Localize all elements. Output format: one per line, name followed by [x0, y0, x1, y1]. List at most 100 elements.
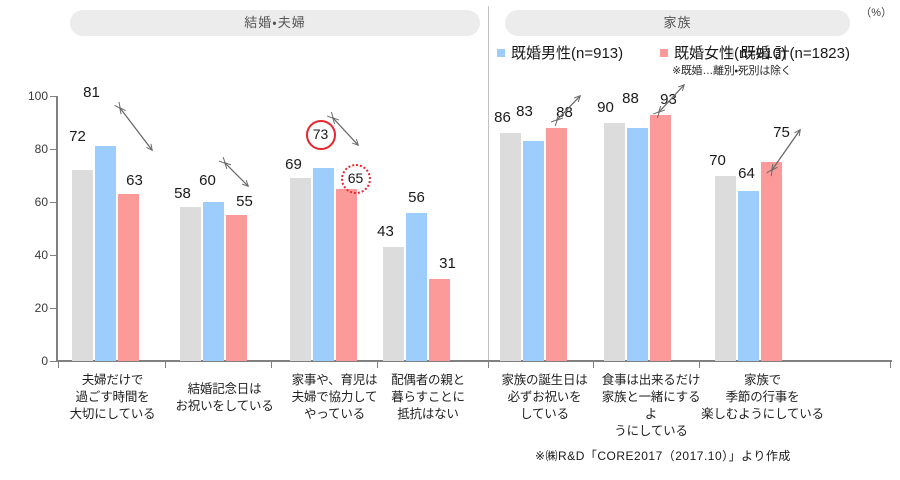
- value-label: 88: [622, 89, 639, 107]
- y-axis-tick-label: 100: [27, 89, 48, 103]
- bar-total: [715, 175, 736, 361]
- legend-label-male: 既婚男性(n=913): [511, 45, 624, 62]
- x-axis-tick: [890, 362, 891, 368]
- category-label: 夫婦だけで過ごす時間を 大切にしている: [60, 372, 165, 423]
- legend-item-female: 既婚女性(n=910): [660, 42, 786, 63]
- y-axis-tick-label: 20: [34, 301, 48, 315]
- value-label: 86: [494, 109, 511, 127]
- legend-item-total: 既婚 計(n=1823): [726, 42, 850, 63]
- category-label-line: 大切にしている: [69, 407, 156, 421]
- bar-total: [500, 133, 521, 361]
- bar-male: [627, 127, 648, 361]
- legend-item-male: 既婚男性(n=913): [497, 42, 623, 63]
- category-label: 家族の誕生日は 必ずお祝いを している: [492, 372, 597, 423]
- value-label: 64: [738, 165, 755, 183]
- bar-female: [118, 194, 139, 361]
- category-label-line: 夫婦だけで: [81, 373, 144, 387]
- bar-male: [738, 191, 759, 361]
- category-label-line: 楽しむようにしている: [701, 407, 824, 421]
- bar-female: [546, 127, 567, 361]
- unit-label: （%）: [860, 7, 892, 19]
- bars-layer: [72, 114, 782, 361]
- bar-total: [180, 207, 201, 361]
- category-label: 家事や、育児は 夫婦で協力して やっている: [282, 372, 387, 423]
- bar-female: [650, 114, 671, 361]
- category-label-line: 配偶者の親と: [391, 373, 465, 387]
- value-label: 43: [377, 223, 394, 241]
- category-label-line: やっている: [304, 407, 365, 421]
- legend-label-total: 既婚 計(n=1823): [740, 45, 850, 62]
- bar-female: [226, 215, 247, 361]
- category-label-line: お祝いをしている: [175, 399, 274, 413]
- value-label: 81: [83, 84, 100, 102]
- value-label: 72: [69, 128, 86, 146]
- value-label: 75: [773, 124, 790, 142]
- legend-swatch-female: [660, 49, 668, 57]
- category-label-line: 必ずお祝いを: [507, 390, 582, 404]
- value-label: 60: [199, 172, 216, 189]
- bar-total: [604, 122, 625, 361]
- category-label-line: 季節の行事を: [725, 390, 800, 404]
- y-axis-tick: [50, 149, 56, 150]
- value-label: 56: [408, 188, 425, 206]
- category-label-line: 過ごす時間を: [75, 390, 150, 404]
- value-label: 63: [126, 172, 143, 190]
- category-label-line: 夫婦で協力して: [291, 390, 378, 404]
- value-label: 93: [660, 90, 677, 108]
- x-axis-tick: [58, 362, 59, 368]
- value-label: 90: [597, 98, 614, 116]
- y-axis-tick-label: 0: [41, 354, 48, 368]
- x-axis-tick: [271, 362, 272, 368]
- bar-male: [406, 212, 427, 361]
- bar-total: [72, 170, 93, 361]
- bar-male: [95, 146, 116, 361]
- legend-label-female: 既婚女性(n=910): [674, 45, 787, 62]
- x-axis-tick: [488, 362, 489, 368]
- category-label-line: している: [520, 407, 569, 421]
- value-label: 58: [174, 185, 191, 203]
- category-label-line: 結婚記念日は: [187, 382, 262, 396]
- panel-divider: [488, 6, 489, 362]
- bar-total: [290, 178, 311, 361]
- x-axis-tick: [377, 362, 378, 368]
- panel-header-marriage: 結婚・夫婦: [70, 10, 480, 36]
- category-label: 結婚記念日は お祝いをしている: [172, 381, 277, 415]
- bar-total: [383, 247, 404, 361]
- category-label: 家族で季節の行事を楽しむようにしている: [700, 372, 825, 423]
- y-axis-tick: [50, 361, 56, 362]
- category-label-line: 家族で: [744, 373, 781, 387]
- bar-female: [761, 162, 782, 361]
- value-label: 31: [439, 254, 456, 272]
- legend-swatch-total: [726, 49, 735, 57]
- category-label-line: うにしている: [614, 424, 688, 438]
- value-label: 70: [709, 151, 726, 169]
- x-axis-tick: [699, 362, 700, 368]
- category-label-line: 家事や、育児は: [291, 373, 378, 387]
- category-label-line: 家族の誕生日は: [501, 373, 588, 387]
- category-label-line: 暮らすことに: [391, 390, 465, 404]
- y-axis-tick: [50, 255, 56, 256]
- y-axis-line: [56, 96, 58, 361]
- value-label-highlighted: 65: [340, 163, 371, 194]
- category-label: 食事は出来るだけ 家族と一緒にするよ うにしている: [596, 372, 706, 440]
- panel-header-family: 家族: [505, 10, 850, 36]
- value-label: 88: [556, 103, 573, 121]
- bar-female: [429, 278, 450, 361]
- x-axis-tick: [593, 362, 594, 368]
- category-label-line: 食事は出来るだけ: [601, 373, 701, 387]
- legend-swatch-male: [497, 49, 505, 57]
- x-axis-line: [56, 360, 892, 362]
- y-axis-tick-label: 80: [34, 142, 48, 156]
- y-axis-tick: [50, 96, 56, 97]
- category-label: 配偶者の親と 暮らすことに 抵抗はない: [378, 372, 478, 423]
- category-label-line: 抵抗はない: [397, 407, 459, 421]
- value-label: 83: [516, 103, 533, 121]
- source-note: ※㈱R&D「CORE2017（2017.10）」より作成: [535, 449, 791, 463]
- value-label: 55: [236, 193, 253, 211]
- value-label-highlighted: 73: [305, 119, 336, 150]
- bar-male: [313, 167, 334, 361]
- y-axis-tick-label: 40: [34, 248, 48, 262]
- bar-male: [203, 202, 224, 361]
